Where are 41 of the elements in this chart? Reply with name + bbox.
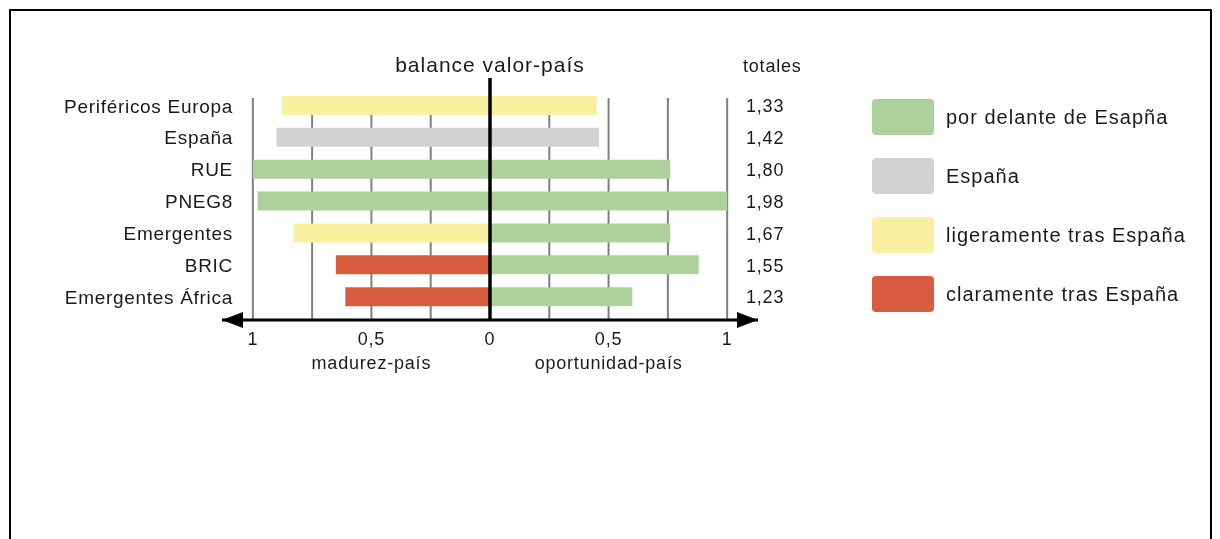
text: madurez-país <box>311 353 432 373</box>
legend-label: por delante de Esapña <box>946 105 1169 129</box>
legend-label: claramente tras España <box>946 282 1180 306</box>
y-tick-label: Emergentes África <box>64 286 233 308</box>
y-tick-label: Emergentes <box>123 223 233 245</box>
text: oportunidad-país <box>534 353 683 373</box>
x-tick-label: 0,5 <box>594 329 623 349</box>
annotation: 1,23 <box>746 287 785 308</box>
legend-label: ligeramente tras España <box>946 223 1186 247</box>
annotation: 1,55 <box>746 255 785 276</box>
bar <box>490 159 671 179</box>
x-tick-label: 1 <box>247 329 259 349</box>
y-tick-label: PNEG8 <box>165 191 233 213</box>
bar <box>276 127 490 147</box>
y-tick-label: España <box>164 127 233 149</box>
bar <box>345 287 490 307</box>
y-tick-label: BRIC <box>184 254 233 276</box>
x-tick-label: 1 <box>721 329 733 349</box>
text: totales <box>743 56 802 76</box>
bar <box>490 96 597 115</box>
annotation: 1,98 <box>746 191 785 212</box>
annotation: 1,33 <box>746 96 785 117</box>
x-tick-label: 0 <box>484 329 496 349</box>
annotation: 1,80 <box>746 159 785 180</box>
bar <box>490 223 671 243</box>
bar <box>257 191 490 211</box>
annotation: 1,67 <box>746 223 785 244</box>
bar <box>293 223 490 243</box>
bar <box>281 96 490 115</box>
bar <box>490 191 728 211</box>
bar <box>252 159 490 179</box>
bar <box>335 255 490 275</box>
y-tick-label: Periféricos Europa <box>64 95 233 117</box>
y-tick-label: RUE <box>190 159 233 181</box>
legend-label: España <box>946 164 1020 188</box>
bar <box>490 287 633 307</box>
bar <box>490 127 600 147</box>
bar <box>490 255 699 275</box>
x-tick-label: 0,5 <box>357 329 386 349</box>
annotation: 1,42 <box>746 128 785 149</box>
chart-title: balance valor-país <box>395 53 585 76</box>
